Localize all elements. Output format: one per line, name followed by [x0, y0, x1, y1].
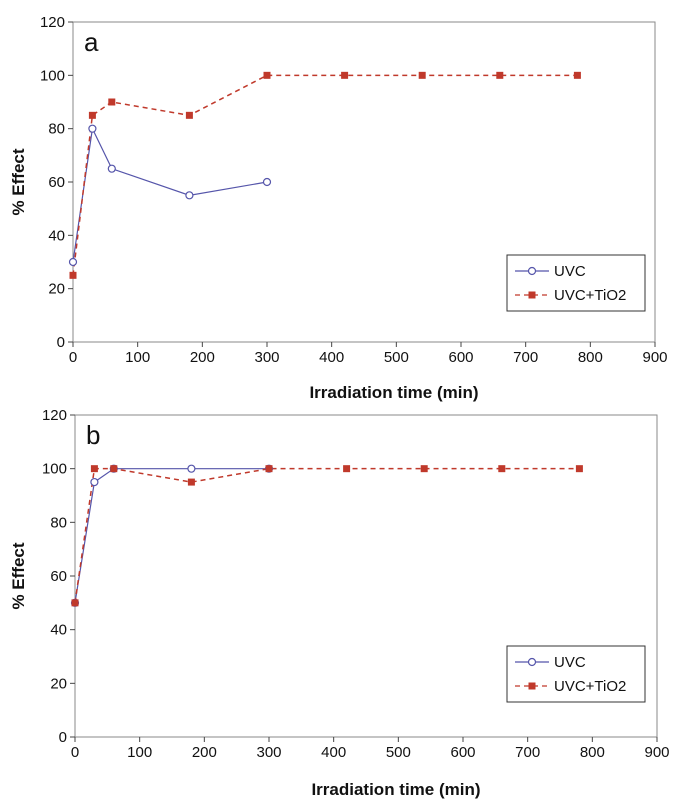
legend-marker	[528, 291, 536, 299]
legend: UVC UVC+TiO2	[506, 254, 646, 312]
legend-label: UVC	[554, 654, 586, 671]
x-tick-label: 700	[515, 744, 540, 761]
data-point	[71, 599, 79, 607]
x-tick-label: 0	[71, 744, 79, 761]
x-tick-label: 900	[644, 744, 669, 761]
data-point	[418, 71, 426, 79]
data-point	[90, 477, 99, 487]
y-tick-label: 120	[42, 407, 67, 424]
legend-label: UVC+TiO2	[554, 287, 626, 304]
panel-letter: a	[84, 27, 99, 57]
x-tick-label: 700	[513, 349, 538, 366]
y-tick-label: 80	[50, 514, 67, 531]
x-tick-label: 600	[450, 744, 475, 761]
data-point	[263, 71, 271, 79]
data-point	[187, 478, 195, 486]
data-point	[343, 465, 351, 473]
legend-marker	[527, 657, 537, 667]
x-tick-label: 100	[125, 349, 150, 366]
data-point	[69, 271, 77, 279]
legend-marker	[527, 266, 537, 276]
data-point	[262, 177, 272, 187]
data-point	[496, 71, 504, 79]
y-tick-label: 100	[42, 461, 67, 478]
y-tick-label: 20	[50, 675, 67, 692]
x-tick-label: 0	[69, 349, 77, 366]
y-tick-label: 60	[48, 174, 65, 191]
x-tick-label: 800	[578, 349, 603, 366]
legend-label: UVC	[554, 263, 586, 280]
y-tick-label: 60	[50, 568, 67, 585]
data-point	[341, 71, 349, 79]
y-tick-label: 40	[50, 622, 67, 639]
chart-panel-b: 0 20 40 60 80 100 120 0 100 200 300 400 500 600 700 800…	[9, 407, 670, 799]
data-point	[573, 71, 581, 79]
x-tick-label: 300	[254, 349, 279, 366]
x-tick-label: 900	[642, 349, 667, 366]
x-tick-label: 800	[580, 744, 605, 761]
x-tick-label: 500	[384, 349, 409, 366]
legend: UVC UVC+TiO2	[506, 645, 646, 703]
y-tick-label: 20	[48, 281, 65, 298]
x-tick-label: 200	[190, 349, 215, 366]
data-point	[88, 124, 97, 133]
y-axis-label: % Effect	[9, 542, 28, 609]
legend-label: UVC+TiO2	[554, 678, 626, 695]
legend-box	[506, 645, 646, 703]
x-tick-label: 100	[127, 744, 152, 761]
y-tick-label: 80	[48, 121, 65, 138]
data-point	[185, 111, 193, 119]
data-point	[107, 164, 116, 173]
data-point	[420, 465, 428, 473]
data-point	[187, 464, 196, 473]
data-point	[88, 111, 96, 119]
data-point	[108, 98, 116, 106]
x-tick-label: 500	[386, 744, 411, 761]
data-point	[498, 465, 506, 473]
x-axis-label: Irradiation time (min)	[309, 383, 478, 402]
x-tick-label: 400	[321, 744, 346, 761]
x-tick-label: 600	[448, 349, 473, 366]
x-tick-label: 300	[256, 744, 281, 761]
x-tick-label: 200	[192, 744, 217, 761]
chart-panel-a: 0 20 40 60 80 100 120 0 100 200 300 400 500 600 700 800…	[9, 14, 668, 402]
y-tick-label: 40	[48, 227, 65, 244]
legend-marker	[528, 682, 536, 690]
y-axis-label: % Effect	[9, 148, 28, 215]
data-point	[68, 257, 78, 267]
data-point	[575, 465, 583, 473]
x-tick-label: 400	[319, 349, 344, 366]
y-tick-label: 120	[40, 14, 65, 31]
legend-box	[506, 254, 646, 312]
panel-letter: b	[86, 420, 100, 450]
data-point	[110, 465, 118, 473]
y-tick-label: 0	[59, 729, 67, 746]
data-point	[265, 465, 273, 473]
data-point	[185, 191, 194, 200]
x-axis-label: Irradiation time (min)	[311, 780, 480, 799]
y-tick-label: 0	[57, 334, 65, 351]
data-point	[90, 465, 98, 473]
y-tick-label: 100	[40, 67, 65, 84]
